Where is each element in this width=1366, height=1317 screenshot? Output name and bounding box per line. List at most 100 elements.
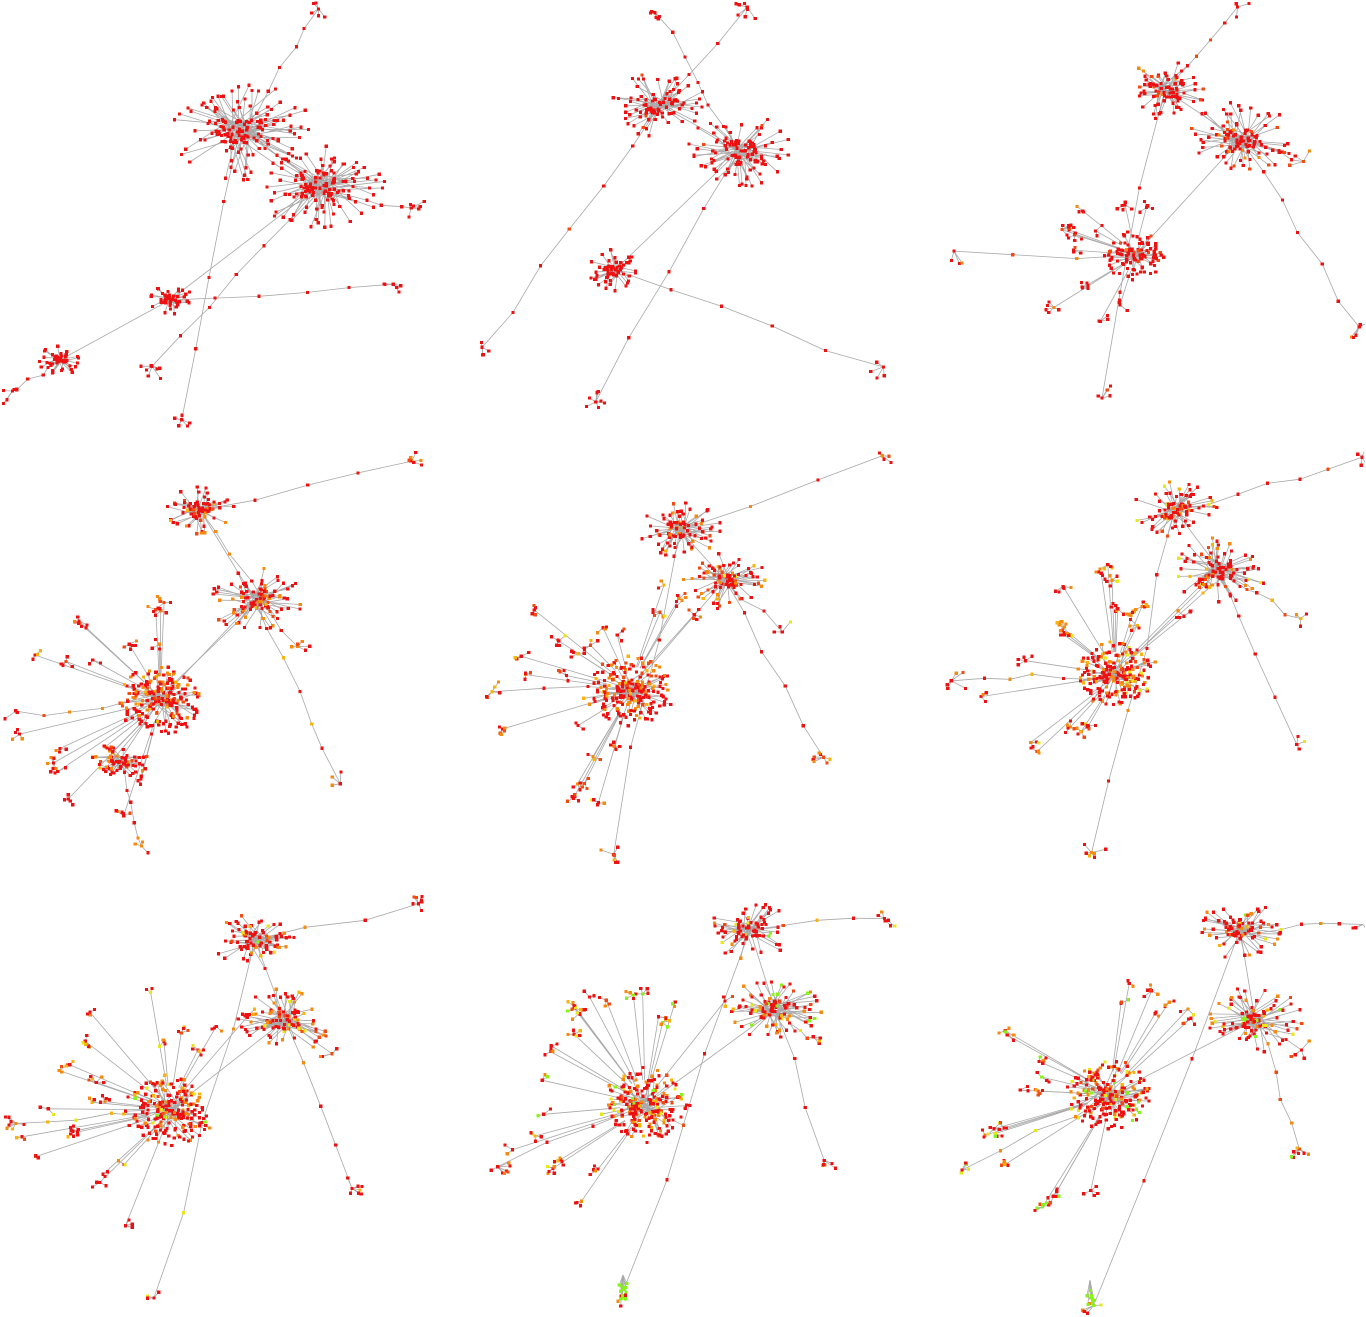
network-node <box>272 118 276 122</box>
network-node <box>1171 506 1175 510</box>
network-node <box>706 588 710 592</box>
network-node <box>651 689 656 693</box>
network-node <box>1207 573 1211 577</box>
network-node <box>241 607 245 611</box>
network-node <box>185 299 189 303</box>
network-node <box>1094 680 1098 684</box>
network-node <box>498 691 502 695</box>
network-node <box>601 670 605 674</box>
network-node <box>639 656 643 660</box>
network-node <box>1093 680 1097 684</box>
network-node <box>139 777 143 781</box>
network-node <box>672 554 676 558</box>
network-node <box>143 683 147 687</box>
network-node <box>1283 613 1287 617</box>
network-node <box>243 615 248 619</box>
network-node <box>677 520 681 524</box>
network-node <box>379 203 383 207</box>
network-node <box>1066 633 1071 638</box>
network-node <box>695 147 699 151</box>
network-node <box>562 669 566 673</box>
network-node <box>1200 112 1204 116</box>
network-node <box>1105 691 1109 695</box>
network-node <box>1092 675 1096 679</box>
network-node <box>1138 237 1142 241</box>
network-node <box>1162 255 1166 259</box>
network-node <box>700 518 705 522</box>
network-node <box>1117 654 1121 658</box>
network-node <box>689 547 694 551</box>
network-node <box>14 730 18 734</box>
network-node <box>639 690 644 694</box>
network-node <box>222 199 226 203</box>
network-node <box>1115 249 1119 254</box>
network-node <box>717 574 721 578</box>
network-node <box>224 149 228 153</box>
network-node <box>704 536 708 540</box>
network-node <box>607 264 611 268</box>
network-node <box>238 119 242 123</box>
network-node <box>655 529 659 533</box>
network-node <box>1179 492 1183 497</box>
network-node <box>51 766 55 770</box>
network-node <box>578 788 582 792</box>
network-node <box>271 624 275 628</box>
network-node <box>1194 54 1199 58</box>
network-node <box>673 77 677 81</box>
network-edge <box>281 162 318 184</box>
network-node <box>655 112 660 116</box>
network-node <box>1080 673 1085 677</box>
network-node <box>656 542 660 546</box>
network-edge <box>161 1080 178 1105</box>
network-node <box>1197 506 1201 510</box>
network-node <box>218 598 222 602</box>
network-node <box>232 607 236 612</box>
network-node <box>1087 677 1091 681</box>
network-node <box>157 642 162 646</box>
network-node <box>1095 664 1099 668</box>
network-edge <box>625 101 653 113</box>
node-layer <box>949 1 1362 400</box>
network-node <box>216 585 221 589</box>
network-node <box>67 710 72 714</box>
network-node <box>628 700 632 705</box>
network-node <box>1217 543 1221 547</box>
network-node <box>165 705 169 709</box>
network-node <box>1109 249 1113 253</box>
network-node <box>212 516 216 520</box>
network-node <box>55 361 59 365</box>
network-node <box>137 762 141 766</box>
network-node <box>1130 278 1135 282</box>
network-edge <box>1091 781 1109 853</box>
network-node <box>1117 300 1121 305</box>
network-node <box>1170 526 1174 530</box>
network-node <box>1098 690 1102 694</box>
network-node <box>56 344 60 348</box>
network-node <box>652 110 656 114</box>
network-node <box>305 290 309 294</box>
node-layer <box>945 452 1364 859</box>
network-node <box>639 686 643 690</box>
network-node <box>1154 257 1158 261</box>
network-node <box>314 180 318 184</box>
network-node <box>409 203 413 207</box>
network-node <box>1101 676 1105 680</box>
network-node <box>750 145 754 149</box>
network-node <box>642 77 646 81</box>
network-node <box>354 172 358 176</box>
network-node <box>760 124 764 128</box>
network-node <box>157 687 161 691</box>
network-edge <box>674 510 708 533</box>
network-node <box>18 732 22 736</box>
network-node <box>665 92 669 96</box>
network-node <box>1157 112 1161 116</box>
network-node <box>400 205 404 209</box>
network-node <box>260 599 264 603</box>
network-node <box>134 694 138 698</box>
network-node <box>1086 656 1090 660</box>
network-node <box>632 718 637 722</box>
network-node <box>220 140 224 144</box>
network-node <box>341 179 345 183</box>
network-node <box>606 663 610 668</box>
network-node <box>1098 698 1102 702</box>
